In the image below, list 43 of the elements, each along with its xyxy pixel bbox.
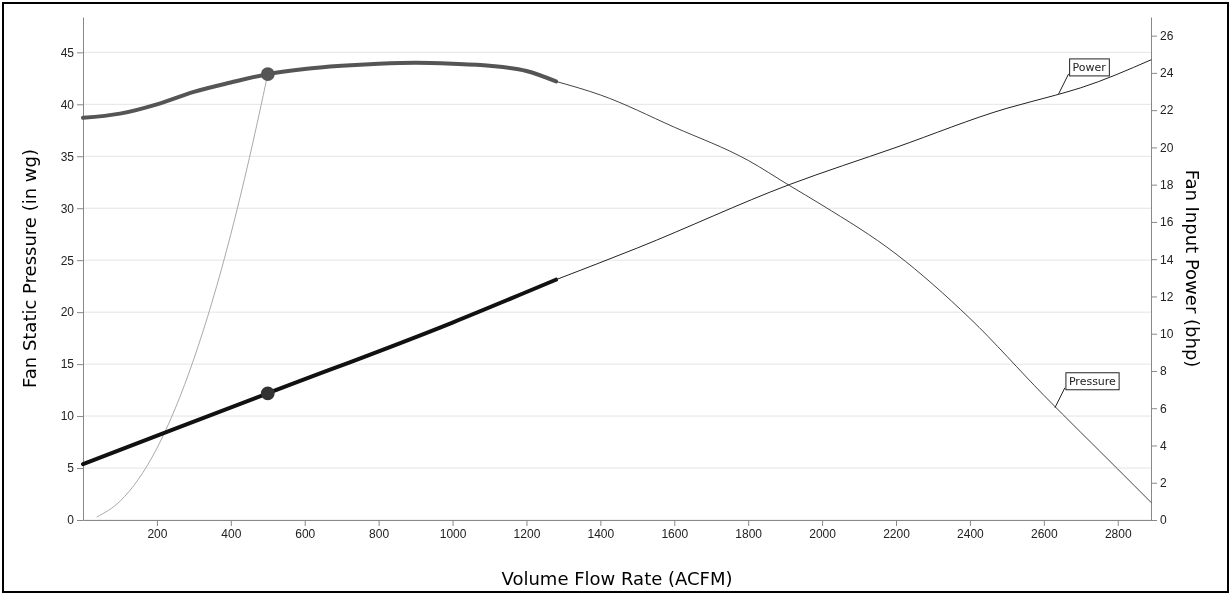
y2-tick-label: 24 bbox=[1160, 66, 1174, 81]
annotation: Pressure bbox=[1068, 374, 1117, 388]
y-tick-label: 20 bbox=[60, 305, 75, 320]
y2-tick-label: 2 bbox=[1160, 476, 1167, 491]
x-tick-label: 1600 bbox=[661, 526, 689, 541]
y-tick-label: 40 bbox=[60, 97, 75, 112]
y-tick-label: 30 bbox=[60, 201, 75, 216]
x-tick-label: 1000 bbox=[439, 526, 467, 541]
y-tick-label: 0 bbox=[67, 513, 75, 528]
y2-axis-title: Fan Input Power (bhp) bbox=[1182, 169, 1203, 368]
y2-tick-label: 26 bbox=[1160, 28, 1174, 43]
x-tick-label: 1200 bbox=[513, 526, 541, 541]
y2-tick-label: 16 bbox=[1160, 215, 1174, 230]
x-tick-label: 1400 bbox=[587, 526, 615, 541]
x-tick-label: 400 bbox=[221, 526, 242, 541]
y-tick-label: 10 bbox=[60, 409, 75, 424]
x-tick-label: 2600 bbox=[1030, 526, 1058, 541]
y2-tick-label: 12 bbox=[1160, 289, 1174, 304]
y2-tick-label: 22 bbox=[1160, 103, 1174, 118]
y2-tick-label: 4 bbox=[1160, 438, 1167, 453]
y-tick-label: 15 bbox=[60, 357, 75, 372]
annotation: Power bbox=[1072, 60, 1107, 74]
x-tick-label: 2000 bbox=[809, 526, 837, 541]
y-tick-label: 45 bbox=[60, 45, 75, 60]
x-tick-label: 800 bbox=[369, 526, 390, 541]
y2-tick-label: 6 bbox=[1160, 401, 1167, 416]
x-tick-label: 200 bbox=[147, 526, 168, 541]
y2-tick-label: 10 bbox=[1160, 327, 1174, 342]
y2-tick-label: 8 bbox=[1160, 364, 1167, 379]
y2-tick-label: 14 bbox=[1160, 252, 1174, 267]
y-tick-label: 25 bbox=[60, 253, 75, 268]
x-axis-title: Volume Flow Rate (ACFM) bbox=[501, 568, 733, 589]
x-tick-label: 2200 bbox=[883, 526, 911, 541]
x-tick-label: 2400 bbox=[957, 526, 985, 541]
x-tick-label: 2800 bbox=[1104, 526, 1132, 541]
y2-tick-label: 18 bbox=[1160, 178, 1174, 193]
x-tick-label: 1800 bbox=[735, 526, 763, 541]
x-tick-label: 600 bbox=[295, 526, 316, 541]
y-tick-label: 5 bbox=[67, 461, 75, 476]
y-tick-label: 35 bbox=[60, 149, 75, 164]
y2-tick-label: 20 bbox=[1160, 140, 1174, 155]
y2-tick-label: 0 bbox=[1160, 513, 1167, 528]
y-axis-title: Fan Static Pressure (in wg) bbox=[19, 149, 40, 388]
